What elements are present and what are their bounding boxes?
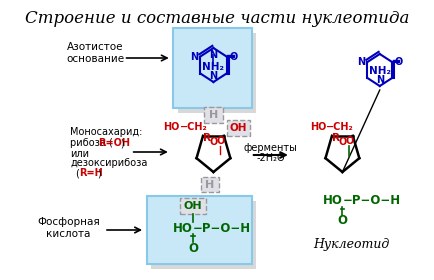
Text: H: H (209, 110, 218, 120)
Text: R: R (332, 133, 340, 143)
Text: ферменты: ферменты (243, 143, 297, 153)
Text: -2H₂O: -2H₂O (256, 153, 285, 163)
Text: O: O (337, 214, 347, 227)
Text: O: O (209, 137, 217, 147)
Text: −CH₂: −CH₂ (326, 122, 354, 132)
Bar (204, 107, 223, 123)
Text: Фосфорная
кислота: Фосфорная кислота (37, 217, 100, 239)
Bar (151, 201, 256, 269)
Text: NH₂: NH₂ (369, 66, 391, 76)
Text: или: или (70, 149, 89, 159)
Text: N: N (358, 57, 366, 67)
Text: O: O (338, 137, 346, 147)
Text: R: R (204, 133, 211, 143)
Text: N: N (191, 52, 199, 62)
Text: Моносахарид:: Моносахарид: (70, 127, 143, 137)
Text: HO: HO (163, 122, 180, 132)
Text: HO: HO (173, 221, 193, 235)
Text: O: O (345, 136, 353, 146)
Text: Азотистое
основание: Азотистое основание (66, 42, 124, 64)
Text: OH: OH (184, 201, 202, 211)
Text: HO: HO (322, 193, 342, 207)
Text: N: N (209, 50, 217, 60)
Bar (227, 120, 250, 136)
Bar (201, 177, 219, 192)
Text: R=OH: R=OH (98, 138, 130, 148)
Text: дезоксирибоза: дезоксирибоза (70, 158, 148, 168)
Text: ): ) (120, 138, 124, 148)
Text: рибоза (: рибоза ( (70, 138, 113, 148)
Text: N: N (376, 75, 384, 85)
Bar (180, 198, 206, 214)
Bar (178, 33, 256, 113)
Text: O: O (188, 241, 198, 255)
Text: OH: OH (230, 123, 247, 133)
Text: R=H: R=H (79, 168, 103, 178)
Text: H: H (205, 179, 214, 190)
Text: −P−O−H: −P−O−H (193, 221, 251, 235)
Bar (174, 28, 252, 108)
Text: HO: HO (310, 122, 326, 132)
Text: −CH₂: −CH₂ (180, 122, 207, 132)
Text: N: N (209, 71, 217, 81)
Text: (: ( (75, 168, 79, 178)
Text: Строение и составные части нуклеотида: Строение и составные части нуклеотида (25, 10, 409, 27)
Text: −P−O−H: −P−O−H (342, 193, 401, 207)
Text: O: O (395, 57, 403, 67)
Bar (147, 196, 252, 264)
Text: Нуклеотид: Нуклеотид (313, 238, 389, 251)
Text: O: O (229, 52, 237, 62)
Text: O: O (216, 136, 224, 146)
Text: NH₂: NH₂ (202, 62, 224, 72)
Text: ): ) (97, 168, 101, 178)
